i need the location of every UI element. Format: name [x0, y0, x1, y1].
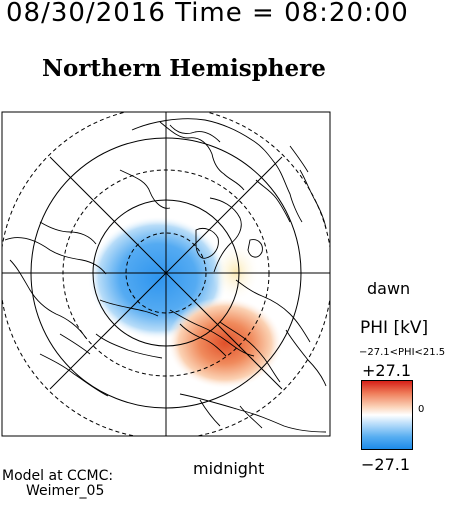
potential-cell-yellow: [212, 242, 260, 302]
colorbar-title: PHI [kV]: [360, 318, 429, 338]
meridian-lines: [2, 112, 330, 436]
timestamp: 08/30/2016 Time = 08:20:00: [6, 0, 409, 28]
colorbar-zero-label: 0: [418, 404, 425, 415]
polar-map: [1, 111, 331, 437]
model-name: Weimer_05: [26, 483, 105, 499]
colorbar: [361, 380, 413, 450]
model-label: Model at CCMC:: [2, 468, 114, 484]
coastlines: [4, 118, 327, 433]
map-frame: [1, 111, 331, 437]
dawn-label: dawn: [367, 279, 411, 298]
colorbar-range: −27.1<PHI<21.5: [359, 347, 446, 358]
colorbar-max-label: +27.1: [362, 361, 412, 380]
page-title: Northern Hemisphere: [42, 55, 326, 82]
midnight-label: midnight: [193, 459, 265, 478]
potential-cell-positive: [167, 297, 283, 389]
colorbar-min-label: −27.1: [361, 455, 411, 474]
